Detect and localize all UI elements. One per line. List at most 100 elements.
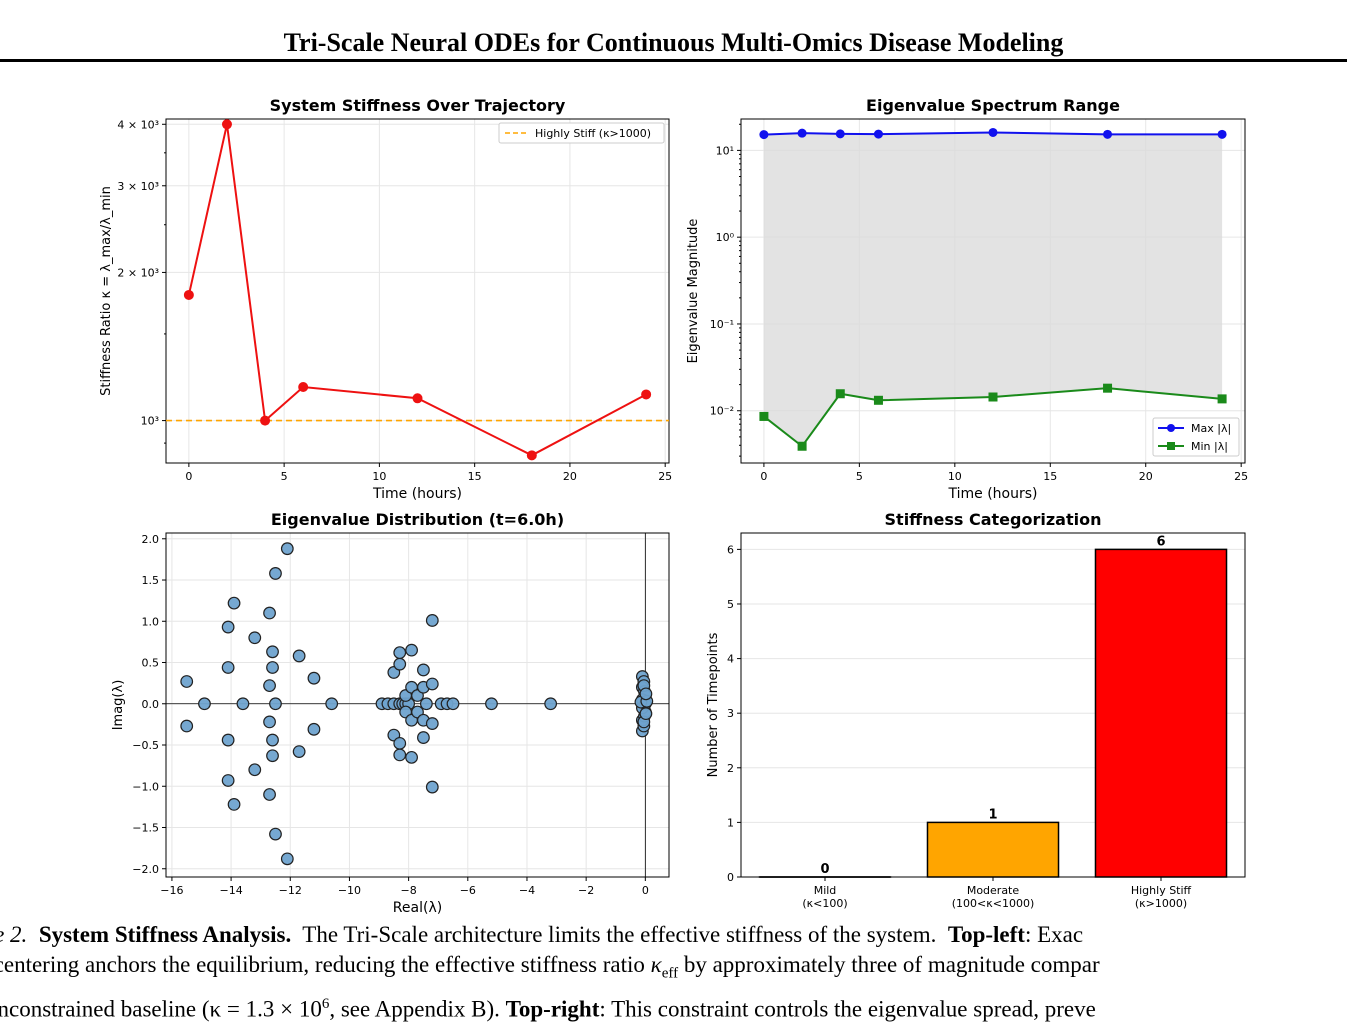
- legend-label: Min |λ|: [1191, 440, 1228, 453]
- caption-math: κ: [651, 952, 662, 977]
- caption-text: : This constraint controls the eigenvalu…: [599, 996, 1095, 1021]
- y-axis-label: Stiffness Ratio κ = λ_max/λ_min: [99, 186, 114, 396]
- min-point: [874, 396, 883, 405]
- eigenvalue-point: [249, 632, 261, 644]
- eigenvalue-point: [394, 738, 406, 750]
- eigenvalue-point: [308, 672, 320, 684]
- eigenvalue-point: [426, 678, 438, 690]
- min-point: [989, 393, 998, 402]
- x-tick-label: −8: [401, 884, 417, 897]
- y-tick-label: 10⁻²: [710, 405, 734, 418]
- legend-label: Max |λ|: [1191, 422, 1231, 435]
- x-tick-label: 0: [642, 884, 649, 897]
- max-point: [874, 130, 883, 139]
- caption-segment: : Exac: [1025, 922, 1083, 947]
- caption-segment: The Tri-Scale architecture limits the ef…: [291, 922, 948, 947]
- y-tick-label: 0.5: [142, 657, 160, 670]
- stiffness-point: [641, 389, 651, 399]
- eigenvalue-point: [640, 708, 652, 720]
- x-tick-label: 10: [948, 470, 962, 483]
- min-point: [836, 389, 845, 398]
- y-tick-label: 2: [727, 762, 734, 775]
- eigenvalue-point: [181, 676, 193, 688]
- caption-math: κ = 1.3 × 10: [210, 996, 322, 1021]
- min-point: [759, 412, 768, 421]
- eigenvalue-point: [421, 698, 433, 710]
- eigenvalue-point: [394, 749, 406, 761]
- eigenvalue-point: [222, 662, 234, 674]
- eigenvalue-point: [228, 597, 240, 609]
- bar-value-label: 1: [988, 807, 997, 822]
- chart-title: Eigenvalue Spectrum Range: [866, 96, 1120, 115]
- max-point: [836, 129, 845, 138]
- x-tick-label: 25: [658, 470, 672, 483]
- y-axis-label: Imag(λ): [111, 680, 126, 731]
- chart-title: System Stiffness Over Trajectory: [270, 96, 566, 115]
- caption-segment: Top-left: [948, 922, 1025, 947]
- x-tick-label: 15: [1043, 470, 1057, 483]
- eigenvalue-point: [264, 789, 276, 801]
- eigenvalue-point: [181, 720, 193, 732]
- min-point: [798, 442, 807, 451]
- eigenvalue-point: [426, 615, 438, 627]
- eigenvalue-point: [264, 607, 276, 619]
- stiffness-point: [260, 416, 270, 426]
- eigenvalue-point: [426, 718, 438, 730]
- eigenvalue-point: [406, 644, 418, 656]
- x-tick-label: −4: [519, 884, 535, 897]
- x-tick-label: 10: [372, 470, 386, 483]
- eigenvalue-point: [237, 698, 249, 710]
- caption-text: -centering anchors the equilibrium, redu…: [0, 952, 651, 977]
- y-tick-label: −1.0: [132, 780, 159, 793]
- y-tick-label: 0: [727, 871, 734, 884]
- plot-frame: [166, 119, 669, 463]
- x-tick-label: −10: [338, 884, 361, 897]
- stiffness-point: [413, 393, 423, 403]
- eigenvalue-point: [326, 698, 338, 710]
- max-point: [759, 130, 768, 139]
- max-point: [1218, 130, 1227, 139]
- stiffness-point: [184, 290, 194, 300]
- y-tick-label: 10³: [141, 415, 159, 428]
- caption-segment: System Stiffness Analysis.: [39, 922, 291, 947]
- figure-caption: re 2. System Stiffness Analysis. The Tri…: [0, 920, 1347, 1024]
- eigenvalue-point: [267, 662, 279, 674]
- y-tick-label: 6: [727, 543, 734, 556]
- x-tick-label: 15: [468, 470, 482, 483]
- y-tick-label: 2.0: [142, 533, 160, 546]
- x-tick-label: 5: [281, 470, 288, 483]
- x-tick-label: (100<κ<1000): [952, 897, 1035, 910]
- eigenvalue-point: [199, 698, 211, 710]
- x-tick-label: 25: [1234, 470, 1248, 483]
- x-tick-label: Moderate: [967, 884, 1020, 897]
- x-tick-label: (κ>1000): [1135, 897, 1187, 910]
- legend-min-marker: [1167, 442, 1175, 450]
- y-tick-label: 0.0: [142, 698, 160, 711]
- x-tick-label: 5: [856, 470, 863, 483]
- y-tick-label: 4 × 10³: [117, 118, 159, 131]
- eigenvalue-point: [394, 658, 406, 670]
- y-tick-label: 10¹: [716, 144, 734, 157]
- y-tick-label: 3: [727, 707, 734, 720]
- caption-line-1: re 2. System Stiffness Analysis. The Tri…: [0, 920, 1347, 950]
- caption-math-sub: eff: [662, 966, 678, 982]
- stiffness-point: [222, 119, 232, 129]
- min-point: [1218, 394, 1227, 403]
- eigenvalue-point: [418, 732, 430, 744]
- eigenvalue-point: [222, 775, 234, 787]
- eigenvalue-point: [282, 543, 294, 555]
- x-tick-label: Mild: [814, 884, 837, 897]
- caption-text: , see Appendix B).: [329, 996, 505, 1021]
- eigenvalue-point: [293, 650, 305, 662]
- x-axis-label: Time (hours): [372, 486, 462, 502]
- x-tick-label: −6: [460, 884, 476, 897]
- chart-title: Eigenvalue Distribution (t=6.0h): [271, 510, 564, 529]
- y-tick-label: 2 × 10³: [117, 266, 159, 279]
- y-tick-label: −1.5: [132, 822, 159, 835]
- x-tick-label: 20: [1139, 470, 1153, 483]
- eigenvalue-point: [270, 828, 282, 840]
- eigenvalue-point: [228, 799, 240, 811]
